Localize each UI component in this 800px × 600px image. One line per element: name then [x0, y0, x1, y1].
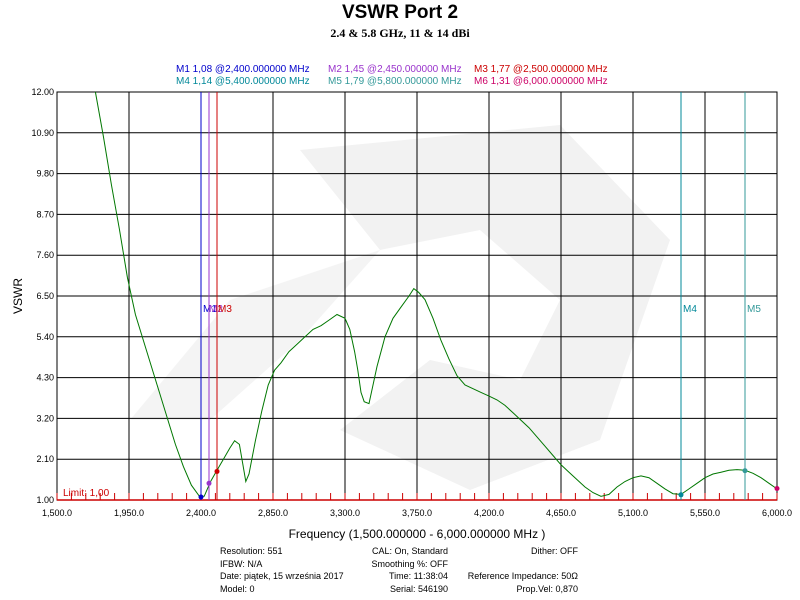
info-col-1: Resolution: 551 IFBW: N/A Date: piątek, … [220, 545, 344, 595]
info-ref-impedance: Reference Impedance: 50Ω [467, 571, 578, 581]
x-tick-label: 4,200.0 [474, 508, 504, 518]
vswr-trace [94, 91, 778, 497]
marker-readout: M5 1,79 @5,800.000000 MHz [328, 76, 462, 87]
marker-label-m1: M1 [203, 304, 217, 315]
marker-label-m2: M2 [209, 304, 223, 315]
info-col-3: Dither: OFF Reference Impedance: 50Ω Pro… [460, 545, 578, 595]
info-dither: Dither: OFF [530, 546, 578, 556]
y-tick-label: 9.80 [36, 169, 54, 179]
marker-readout: M6 1,31 @6,000.000000 MHz [474, 76, 608, 87]
info-prop-vel: Prop.Vel: 0,870 [516, 583, 578, 594]
x-tick-label: 5,550.0 [690, 508, 720, 518]
info-time: Time: 11:38:04 [388, 571, 448, 581]
x-tick-label: 2,850.0 [258, 508, 288, 518]
y-tick-label: 4.30 [36, 373, 54, 383]
marker-readout: M3 1,77 @2,500.000000 MHz [474, 64, 608, 75]
marker-dot-m3 [214, 468, 220, 474]
y-tick-label: 3.20 [36, 413, 54, 423]
x-tick-label: 1,950.0 [114, 508, 144, 518]
info-col-2: CAL: On, Standard Smoothing %: OFF Time:… [368, 545, 448, 595]
marker-label-m5: M5 [747, 304, 761, 315]
y-tick-label: 10.90 [31, 128, 54, 138]
x-tick-label: 1,500.0 [42, 508, 72, 518]
info-date: Date: piątek, 15 września 2017 [220, 571, 344, 581]
marker-dot-m6 [774, 486, 780, 492]
info-blank [460, 558, 578, 571]
marker-dot-m2 [206, 480, 212, 486]
y-tick-label: 1.00 [36, 495, 54, 505]
y-tick-label: 8.70 [36, 209, 54, 219]
info-model: Model: 0 [220, 583, 255, 594]
marker-readout: M1 1,08 @2,400.000000 MHz [176, 64, 310, 75]
marker-label-m3: M3 [218, 304, 232, 315]
limit-label: Limit: 1,00 [63, 488, 110, 499]
info-ifbw: IFBW: N/A [220, 558, 263, 569]
watermark-logo [300, 125, 670, 490]
y-tick-label: 12.00 [31, 87, 54, 97]
y-tick-label: 6.50 [36, 291, 54, 301]
y-tick-label: 7.60 [36, 250, 54, 260]
y-tick-label: 2.10 [36, 454, 54, 464]
y-tick-label: 5.40 [36, 332, 54, 342]
info-serial: Serial: 546190 [389, 583, 448, 594]
chart-subtitle: 2.4 & 5.8 GHz, 11 & 14 dBi [330, 26, 470, 40]
marker-dot-m5 [742, 468, 748, 474]
x-tick-label: 2,400.0 [186, 508, 216, 518]
x-tick-label: 5,100.0 [618, 508, 648, 518]
info-cal: CAL: On, Standard [371, 546, 448, 556]
chart-title: VSWR Port 2 [341, 2, 459, 23]
marker-dot-m1 [198, 494, 204, 500]
x-tick-label: 3,750.0 [402, 508, 432, 518]
x-tick-label: 4,650.0 [546, 508, 576, 518]
x-tick-label: 3,300.0 [330, 508, 360, 518]
x-tick-label: 6,000.0 [762, 508, 792, 518]
marker-label-m4: M4 [683, 304, 697, 315]
marker-readout: M4 1,14 @5,400.000000 MHz [176, 76, 310, 87]
marker-readout: M2 1,45 @2,450.000000 MHz [328, 64, 462, 75]
info-smoothing: Smoothing %: OFF [371, 558, 448, 569]
x-axis-title: Frequency (1,500.000000 - 6,000.000000 M… [289, 527, 546, 541]
y-axis-title: VSWR [11, 278, 25, 314]
marker-dot-m4 [678, 492, 684, 498]
info-resolution: Resolution: 551 [220, 546, 283, 556]
